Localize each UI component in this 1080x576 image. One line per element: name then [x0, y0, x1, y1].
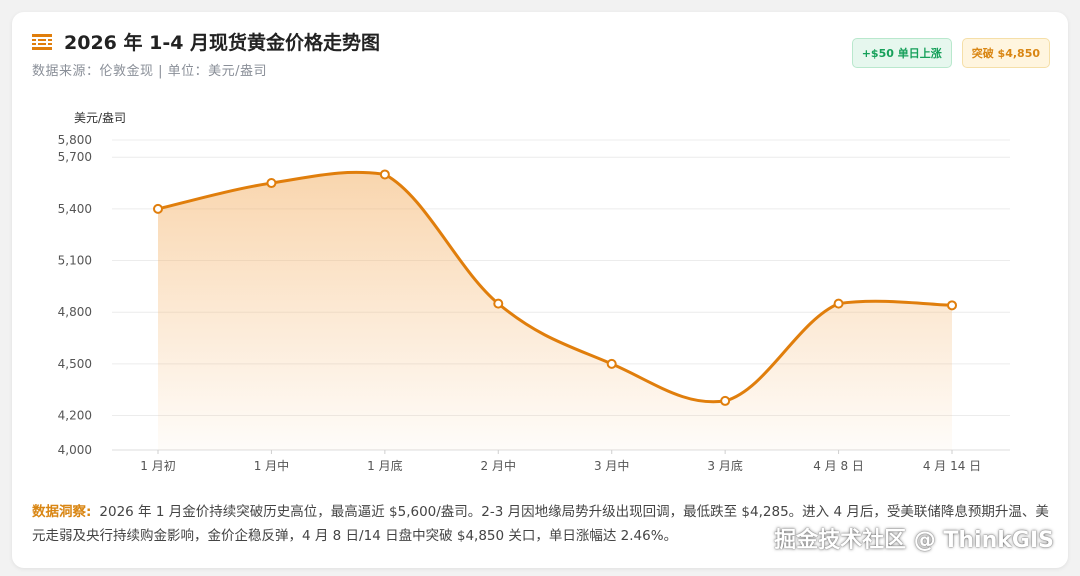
title-row: 2026 年 1-4 月现货黄金价格走势图 — [32, 28, 380, 55]
insight-note: 数据洞察: 2026 年 1 月金价持续突破历史高位，最高逼近 $5,600/盎司… — [32, 500, 1052, 548]
chart-card: 2026 年 1-4 月现货黄金价格走势图 数据来源：伦敦金现 | 单位：美元/… — [12, 12, 1068, 568]
y-tick-label: 4,800 — [58, 305, 92, 319]
y-tick-label: 4,000 — [58, 443, 92, 457]
watermark: 掘金技术社区 @ ThinkGIS — [774, 528, 1054, 553]
data-point — [947, 300, 957, 311]
insight-label: 数据洞察: — [32, 504, 92, 520]
chart-subtitle: 数据来源：伦敦金现 | 单位：美元/盎司 — [32, 64, 268, 79]
data-point — [606, 358, 617, 369]
y-tick-label: 5,800 — [58, 133, 92, 147]
x-tick-label: 1 月中 — [254, 458, 289, 473]
x-tick-label: 4 月 8 日 — [813, 459, 864, 473]
rise-badge: +$50 单日上涨 — [851, 38, 952, 68]
data-point — [153, 203, 163, 214]
data-point — [266, 178, 277, 189]
price-line — [157, 170, 953, 404]
x-tick-label: 1 月初 — [140, 459, 175, 473]
price-area — [158, 172, 952, 451]
data-point — [833, 298, 844, 309]
y-tick-label: 4,500 — [58, 357, 92, 371]
badge-group: +$50 单日上涨 突破 $4,850 — [851, 38, 1050, 68]
y-axis-label: 美元/盎司 — [74, 111, 126, 125]
y-tick-label: 5,400 — [58, 202, 92, 216]
x-tick-label: 3 月底 — [707, 458, 742, 473]
y-tick-label: 5,100 — [58, 254, 92, 268]
x-tick-label: 3 月中 — [594, 458, 629, 473]
y-tick-label: 5,700 — [58, 150, 92, 164]
bars-icon — [32, 33, 52, 50]
chart-title: 2026 年 1-4 月现货黄金价格走势图 — [64, 32, 381, 54]
price-chart: 美元/盎司 5,800 5,700 5,400 5,100 4,800 4,500 4,200… — [58, 111, 1010, 473]
breakout-badge: 突破 $4,850 — [961, 38, 1050, 68]
x-tick-label: 1 月底 — [367, 458, 402, 473]
data-point — [720, 395, 731, 406]
x-tick-label: 2 月中 — [481, 458, 516, 473]
y-tick-label: 4,200 — [58, 409, 92, 423]
x-tick-label: 4 月 14 日 — [923, 459, 981, 473]
insight-text: 2026 年 1 月金价持续突破历史高位，最高逼近 $5,600/盎司。2-3 … — [32, 504, 1049, 544]
data-point — [379, 169, 390, 180]
data-point — [493, 298, 504, 309]
